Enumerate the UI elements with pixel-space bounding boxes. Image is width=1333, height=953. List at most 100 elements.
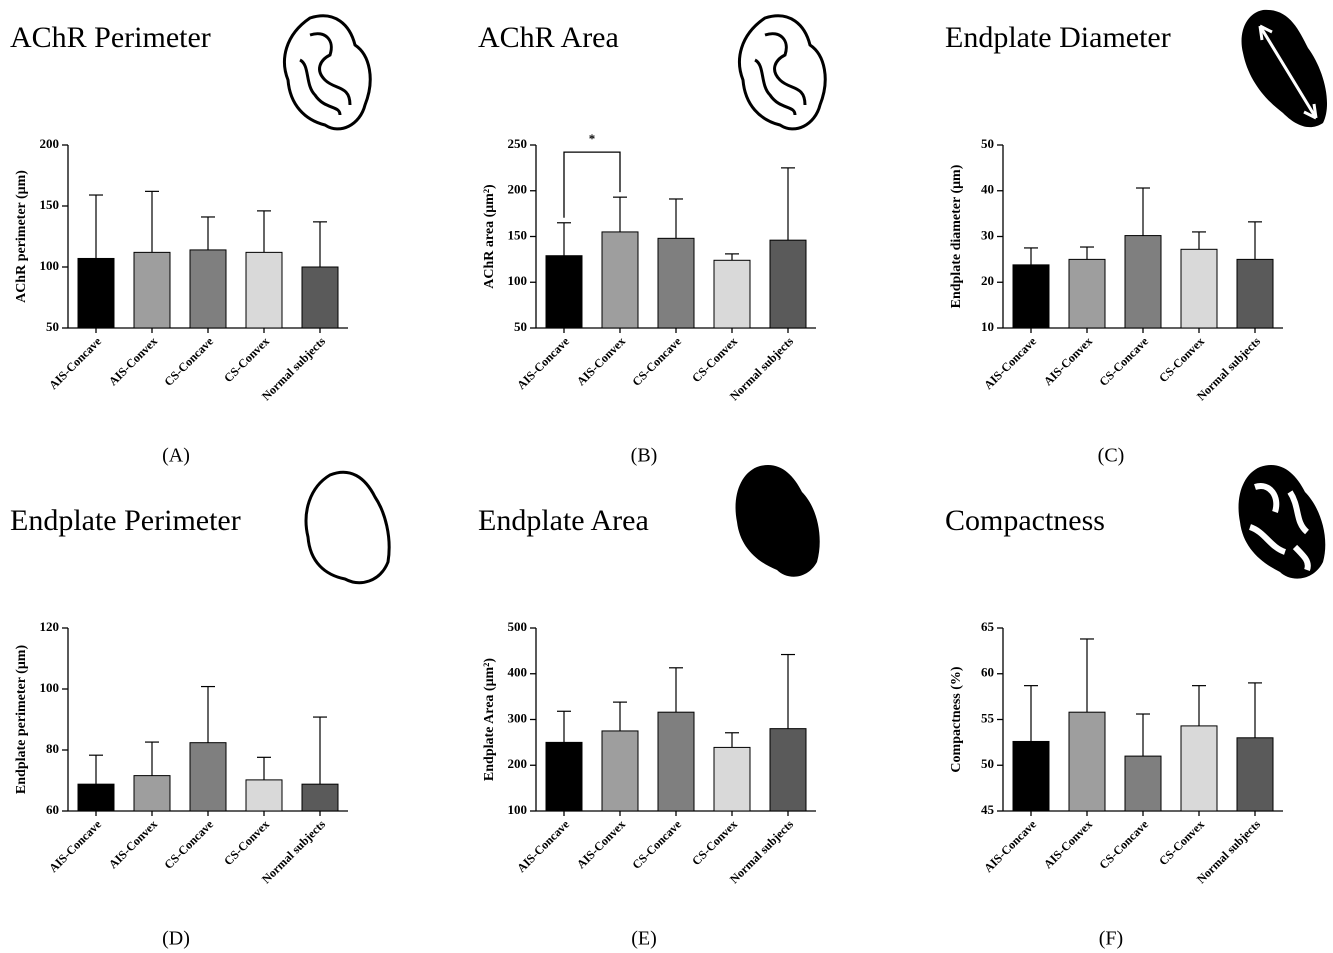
bar bbox=[658, 712, 694, 811]
bar bbox=[302, 267, 338, 328]
y-tick-label: 300 bbox=[508, 710, 528, 725]
x-tick-label: AIS-Concave bbox=[981, 817, 1039, 875]
y-tick-label: 55 bbox=[981, 710, 995, 725]
bar bbox=[1181, 249, 1217, 328]
bar bbox=[246, 252, 282, 328]
chart-title: AChR Area bbox=[478, 21, 619, 54]
panel-label: (E) bbox=[631, 928, 657, 950]
y-tick-label: 100 bbox=[40, 258, 60, 273]
y-tick-label: 500 bbox=[508, 619, 528, 634]
x-tick-label: CS-Convex bbox=[1156, 334, 1207, 385]
x-tick-label: CS-Concave bbox=[1096, 817, 1151, 872]
bar bbox=[1237, 738, 1273, 811]
bar bbox=[602, 731, 638, 811]
bar bbox=[78, 258, 114, 328]
y-tick-label: 40 bbox=[981, 182, 994, 197]
y-tick-label: 50 bbox=[981, 136, 994, 151]
chart-title: Compactness bbox=[945, 504, 1105, 537]
x-tick-label: AIS-Concave bbox=[514, 817, 572, 875]
chart-title: AChR Perimeter bbox=[10, 21, 211, 54]
x-tick-label: AIS-Concave bbox=[46, 334, 104, 392]
bar bbox=[78, 784, 114, 811]
bar bbox=[190, 250, 226, 328]
y-tick-label: 50 bbox=[514, 319, 527, 334]
x-tick-label: AIS-Concave bbox=[514, 334, 572, 392]
icon-diameter bbox=[1242, 10, 1327, 127]
y-axis-label: Endplate perimeter (μm) bbox=[14, 645, 29, 795]
y-tick-label: 250 bbox=[508, 136, 528, 151]
x-tick-label: CS-Concave bbox=[629, 334, 684, 389]
bar bbox=[302, 784, 338, 811]
x-tick-label: AIS-Convex bbox=[106, 817, 160, 871]
bar bbox=[770, 240, 806, 328]
x-tick-label: AIS-Convex bbox=[106, 334, 160, 388]
page: {"chart_data": [ {"type": "bar", "title"… bbox=[0, 0, 1333, 953]
bar bbox=[246, 780, 282, 811]
x-tick-label: CS-Convex bbox=[689, 817, 740, 868]
icon-achr bbox=[284, 16, 370, 129]
bar bbox=[1237, 259, 1273, 328]
y-tick-label: 50 bbox=[981, 756, 994, 771]
bar bbox=[1125, 756, 1161, 811]
icon-compactness bbox=[1239, 465, 1326, 579]
bar bbox=[714, 260, 750, 328]
significance-bracket bbox=[564, 152, 620, 218]
y-tick-label: 20 bbox=[981, 273, 994, 288]
x-tick-label: AIS-Convex bbox=[574, 817, 628, 871]
chart-title: Endplate Diameter bbox=[945, 21, 1171, 54]
bar bbox=[1069, 712, 1105, 811]
y-tick-label: 100 bbox=[40, 680, 60, 695]
x-tick-label: AIS-Convex bbox=[1041, 817, 1095, 871]
y-tick-label: 150 bbox=[508, 227, 528, 242]
x-tick-label: CS-Convex bbox=[221, 817, 272, 868]
x-tick-label: AIS-Concave bbox=[46, 817, 104, 875]
bar bbox=[546, 742, 582, 811]
x-tick-label: CS-Concave bbox=[161, 817, 216, 872]
bar bbox=[714, 747, 750, 811]
bar bbox=[1069, 259, 1105, 328]
bar bbox=[1013, 265, 1049, 328]
y-tick-label: 100 bbox=[508, 802, 528, 817]
x-tick-label: AIS-Convex bbox=[574, 334, 628, 388]
bar bbox=[190, 743, 226, 811]
x-tick-label: AIS-Concave bbox=[981, 334, 1039, 392]
y-tick-label: 60 bbox=[46, 802, 59, 817]
y-tick-label: 30 bbox=[981, 227, 994, 242]
bar bbox=[602, 232, 638, 328]
panel-label: (D) bbox=[162, 928, 190, 950]
bar bbox=[134, 776, 170, 811]
y-tick-label: 10 bbox=[981, 319, 994, 334]
bar bbox=[770, 729, 806, 811]
panel-label: (F) bbox=[1099, 928, 1123, 950]
icon-area bbox=[736, 465, 820, 577]
y-tick-label: 80 bbox=[46, 741, 59, 756]
y-tick-label: 200 bbox=[508, 756, 528, 771]
x-tick-label: CS-Concave bbox=[1096, 334, 1151, 389]
y-tick-label: 60 bbox=[981, 665, 994, 680]
y-axis-label: AChR area (μm²) bbox=[482, 184, 497, 289]
y-tick-label: 200 bbox=[508, 182, 528, 197]
bar bbox=[1181, 726, 1217, 811]
x-tick-label: AIS-Convex bbox=[1041, 334, 1095, 388]
icon-perimeter bbox=[306, 472, 389, 582]
significance-label: * bbox=[589, 131, 596, 146]
y-axis-label: Compactness (%) bbox=[949, 666, 964, 772]
y-tick-label: 150 bbox=[40, 197, 60, 212]
icon-achr bbox=[739, 16, 825, 129]
x-tick-label: CS-Concave bbox=[161, 334, 216, 389]
x-tick-label: CS-Convex bbox=[689, 334, 740, 385]
x-tick-label: CS-Convex bbox=[221, 334, 272, 385]
bar bbox=[1125, 236, 1161, 328]
bar bbox=[546, 256, 582, 328]
y-tick-label: 100 bbox=[508, 273, 528, 288]
y-tick-label: 45 bbox=[981, 802, 995, 817]
chart-title: Endplate Perimeter bbox=[10, 504, 241, 537]
panel-label: (A) bbox=[162, 445, 190, 467]
chart-title: Endplate Area bbox=[478, 504, 649, 537]
y-axis-label: AChR perimeter (μm) bbox=[14, 170, 29, 303]
x-tick-label: CS-Convex bbox=[1156, 817, 1207, 868]
bar bbox=[658, 238, 694, 328]
y-axis-label: Endplate diameter (μm) bbox=[949, 164, 964, 308]
y-tick-label: 50 bbox=[46, 319, 59, 334]
y-tick-label: 400 bbox=[508, 665, 528, 680]
